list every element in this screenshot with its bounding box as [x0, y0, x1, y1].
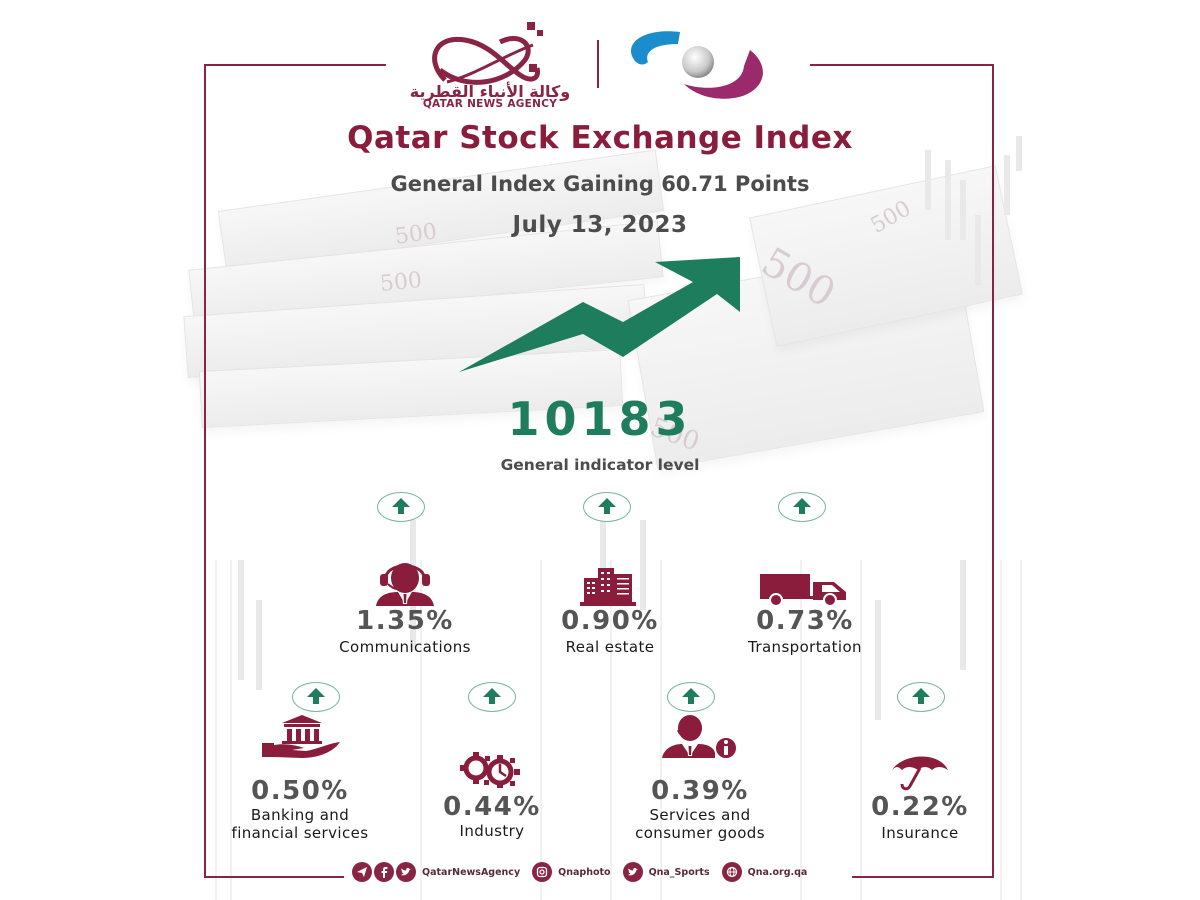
arrow-up-icon — [483, 688, 501, 704]
index-value: 10183 — [507, 392, 693, 446]
up-badge — [897, 682, 945, 712]
sector-change: 0.39% — [651, 776, 749, 806]
up-badge — [468, 682, 516, 712]
bank-in-hand-icon — [262, 715, 340, 758]
report-date: July 13, 2023 — [512, 212, 688, 238]
subtitle: General Index Gaining 60.71 Points — [390, 172, 810, 196]
sector-name: Industry — [459, 822, 525, 840]
logo-divider — [597, 40, 599, 88]
sector-name: Services and — [649, 806, 751, 824]
up-badge — [292, 682, 340, 712]
up-badge — [778, 492, 826, 522]
sector-change: 0.90% — [561, 606, 659, 636]
globe-icon[interactable] — [721, 862, 742, 882]
sector-name: Communications — [339, 638, 471, 656]
frame-border-bottom-left — [204, 876, 344, 878]
up-badge — [377, 492, 425, 522]
frame-border-top-right — [810, 64, 994, 66]
agency-name-arabic: وكالة الأنباء القطرية — [409, 82, 571, 101]
telegram-icon[interactable] — [352, 862, 372, 882]
truck-icon — [760, 574, 846, 606]
arrow-up-icon — [682, 688, 700, 704]
arrow-up-icon — [793, 498, 811, 514]
banknote-numeral: 500 — [378, 267, 424, 298]
social-handle-photo[interactable]: Qnaphoto — [558, 866, 611, 878]
up-badge — [667, 682, 715, 712]
twitter-icon[interactable] — [622, 862, 643, 882]
arrow-up-icon — [307, 688, 325, 704]
instagram-icon[interactable] — [532, 862, 553, 882]
page-title: Qatar Stock Exchange Index — [347, 120, 853, 156]
sector-name: consumer goods — [635, 824, 765, 842]
agency-name-english: QATAR NEWS AGENCY — [422, 98, 558, 110]
up-badge — [583, 492, 631, 522]
sector-name: Banking and — [250, 806, 350, 824]
buildings-icon — [580, 568, 636, 606]
index-label: General indicator level — [500, 456, 700, 474]
sector-name: Insurance — [881, 824, 959, 842]
frame-border-bottom-right — [852, 876, 994, 878]
qatar-news-agency-logo — [432, 22, 543, 85]
frame-border-top-left — [204, 64, 386, 66]
qatar-stock-exchange-logo — [631, 31, 763, 99]
arrow-up-icon — [912, 688, 930, 704]
social-footer: QatarNewsAgency Qnaphoto Qna_Sports Qna.… — [352, 861, 819, 883]
sector-change: 0.73% — [756, 606, 854, 636]
arrow-up-icon — [598, 498, 616, 514]
agent-info-icon — [662, 715, 738, 760]
trend-up-arrow-icon — [459, 257, 740, 372]
sector-name: Transportation — [748, 638, 862, 656]
sector-change: 0.44% — [443, 792, 541, 822]
arrow-up-icon — [392, 498, 410, 514]
facebook-icon[interactable] — [374, 862, 394, 882]
social-handle-main[interactable]: QatarNewsAgency — [422, 866, 521, 878]
frame-border-right — [992, 64, 994, 878]
call-center-agent-icon — [376, 563, 434, 606]
website-link[interactable]: Qna.org.qa — [747, 866, 808, 878]
gears-icon — [460, 752, 520, 788]
social-handle-sports[interactable]: Qna_Sports — [648, 866, 710, 878]
sector-name: Real estate — [565, 638, 655, 656]
twitter-icon[interactable] — [396, 862, 416, 882]
sector-change: 0.50% — [251, 776, 349, 806]
frame-border-left — [204, 64, 206, 878]
umbrella-icon — [892, 756, 948, 791]
sector-change: 1.35% — [356, 606, 454, 636]
sector-name: financial services — [231, 824, 369, 842]
sector-change: 0.22% — [871, 792, 969, 822]
